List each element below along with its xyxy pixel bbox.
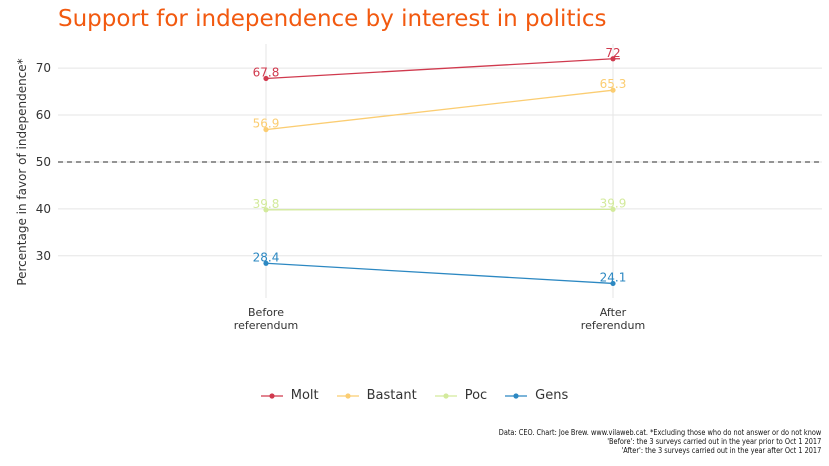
caption-line: Data: CEO. Chart: Joe Brew. www.vilaweb.… xyxy=(498,428,821,437)
legend-swatch xyxy=(434,392,457,399)
data-label: 39.8 xyxy=(253,197,280,211)
x-tick-label: After referendum xyxy=(581,306,645,332)
data-point xyxy=(610,87,616,93)
legend-item-poc: Poc xyxy=(434,388,488,403)
data-point xyxy=(263,75,269,82)
y-tick-label: 30 xyxy=(36,249,51,263)
x-tick-label: Before referendum xyxy=(234,306,298,332)
y-tick-label: 50 xyxy=(36,155,51,169)
y-tick-label: 60 xyxy=(36,108,51,122)
legend-item-bastant: Bastant xyxy=(336,388,417,403)
data-label: 65.3 xyxy=(600,77,627,91)
legend-swatch xyxy=(505,392,528,399)
legend-swatch xyxy=(260,392,283,399)
y-tick-label: 40 xyxy=(36,202,51,216)
data-point xyxy=(263,260,269,266)
data-point xyxy=(610,280,616,287)
legend-swatch xyxy=(336,392,359,399)
data-point xyxy=(610,206,616,212)
legend: Molt Bastant Poc Gens xyxy=(0,388,829,403)
series-line-gens xyxy=(265,262,614,285)
legend-item-molt: Molt xyxy=(260,388,319,403)
legend-label: Bastant xyxy=(366,388,417,403)
data-point xyxy=(610,56,616,62)
legend-label: Poc xyxy=(464,388,488,403)
data-point xyxy=(263,207,269,213)
chart-title: Support for independence by interest in … xyxy=(58,6,607,32)
caption-line: 'After': the 3 surveys carried out in th… xyxy=(621,446,821,455)
data-point xyxy=(263,126,269,133)
caption: Data: CEO. Chart: Joe Brew. www.vilaweb.… xyxy=(499,428,821,455)
legend-label: Gens xyxy=(535,388,569,403)
data-label: 72 xyxy=(605,46,620,60)
series-line-bastant xyxy=(265,89,614,131)
caption-line: 'Before': the 3 surveys carried out in t… xyxy=(606,437,821,446)
legend-item-gens: Gens xyxy=(505,388,568,403)
y-tick-label: 70 xyxy=(36,61,51,75)
data-label: 67.8 xyxy=(253,65,280,79)
data-label: 56.9 xyxy=(253,117,280,131)
data-label: 28.4 xyxy=(253,250,280,264)
legend-label: Molt xyxy=(290,388,319,403)
data-label: 24.1 xyxy=(600,270,627,284)
data-label: 39.9 xyxy=(600,196,627,210)
